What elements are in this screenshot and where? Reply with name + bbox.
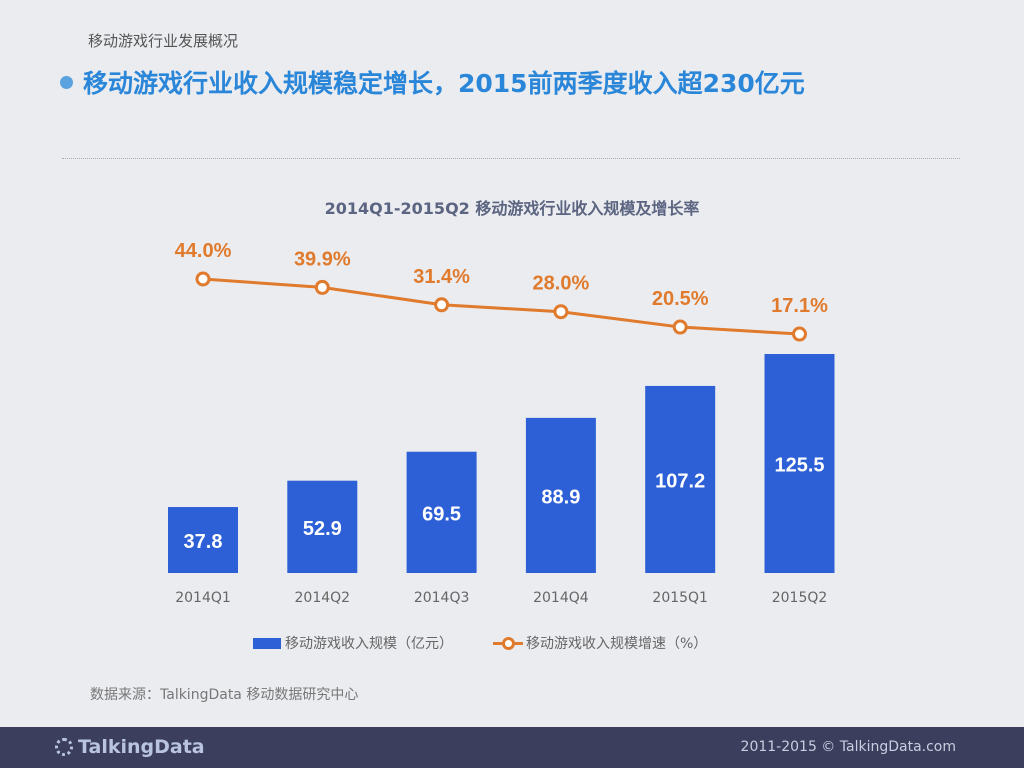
x-tick-label: 2015Q2 <box>772 590 828 606</box>
growth-point <box>792 326 807 342</box>
growth-value-label: 31.4% <box>413 266 470 288</box>
x-tick-label: 2014Q3 <box>414 590 470 606</box>
x-tick-label: 2014Q1 <box>175 590 231 606</box>
growth-value-label: 17.1% <box>771 295 828 317</box>
legend-bar-label: 移动游戏收入规模（亿元） <box>285 636 453 652</box>
growth-point <box>672 319 688 335</box>
copyright: 2011-2015 © TalkingData.com <box>740 739 956 755</box>
legend-bar-swatch-icon <box>253 637 281 649</box>
bar <box>525 417 596 573</box>
growth-value-label: 20.5% <box>652 288 709 310</box>
chart-title: 2014Q1-2015Q2 移动游戏行业收入规模及增长率 <box>324 199 700 218</box>
legend: 移动游戏收入规模（亿元） 移动游戏收入规模增速（%） <box>253 633 707 653</box>
bar <box>168 507 238 573</box>
bar-value-label: 52.9 <box>303 518 342 540</box>
section-title: 移动游戏行业发展概况 <box>88 32 239 50</box>
logo-text: TalkingData <box>78 736 205 758</box>
x-tick-label: 2015Q1 <box>652 590 708 606</box>
talkingdata-logo-icon <box>55 738 73 756</box>
data-source: 数据来源：TalkingData 移动数据研究中心 <box>90 687 359 703</box>
bar <box>406 451 477 573</box>
growth-value-label: 28.0% <box>533 273 590 295</box>
bar <box>645 385 716 573</box>
growth-line <box>202 277 800 336</box>
bar-value-label: 88.9 <box>541 486 580 508</box>
footer-logo: TalkingData <box>55 736 205 758</box>
growth-point <box>434 297 450 313</box>
bullet-dot-icon <box>60 75 73 89</box>
x-tick-label: 2014Q4 <box>533 590 589 606</box>
footer: TalkingData 2011-2015 © TalkingData.com <box>0 727 1024 768</box>
growth-point <box>314 279 330 295</box>
divider <box>62 158 960 159</box>
growth-value-label: 39.9% <box>294 248 351 270</box>
bar-value-label: 37.8 <box>184 531 223 553</box>
x-tick-label: 2014Q2 <box>295 590 351 606</box>
headline-text: 移动游戏行业收入规模稳定增长，2015前两季度收入超230亿元 <box>83 69 805 98</box>
bar-value-label: 125.5 <box>774 455 824 477</box>
bar <box>287 480 358 573</box>
legend-line-swatch-icon <box>493 637 523 650</box>
bar-value-label: 107.2 <box>655 470 705 492</box>
bar-value-label: 69.5 <box>422 503 461 525</box>
bar <box>764 354 835 573</box>
legend-line-label: 移动游戏收入规模增速（%） <box>526 636 708 652</box>
headline: 移动游戏行业收入规模稳定增长，2015前两季度收入超230亿元 <box>60 64 805 100</box>
growth-point <box>195 271 211 287</box>
growth-value-label: 44.0% <box>175 240 232 262</box>
growth-point <box>553 304 569 320</box>
